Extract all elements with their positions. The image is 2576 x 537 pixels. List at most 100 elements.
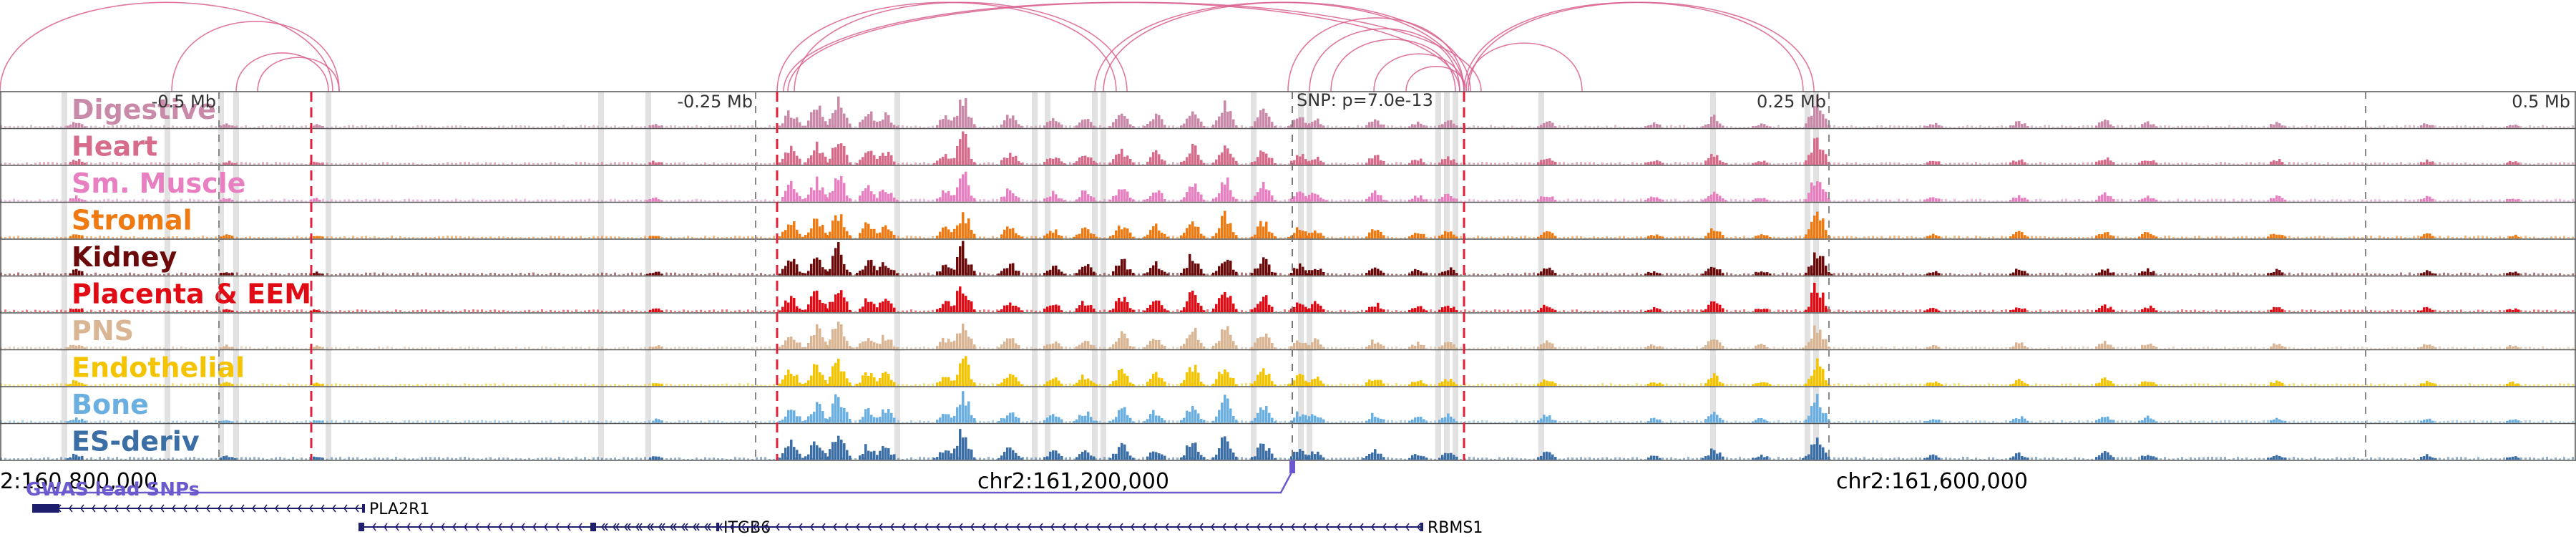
signal-peak (1438, 125, 1441, 128)
signal-peak (1063, 274, 1066, 276)
signal-bar (494, 162, 496, 165)
signal-bar (210, 162, 213, 165)
signal-bar (2374, 273, 2376, 276)
signal-bar (112, 199, 114, 202)
signal-bar (515, 198, 517, 202)
signal-bar (1893, 163, 1896, 165)
signal-bar (1966, 236, 1968, 238)
signal-bar (743, 200, 745, 202)
signal-bar (683, 309, 685, 312)
signal-bar (635, 274, 638, 276)
signal-peak (1322, 272, 1325, 276)
signal-bar (502, 236, 504, 238)
signal-bar (185, 309, 187, 312)
signal-bar (747, 163, 749, 165)
signal-peak (953, 158, 956, 165)
signal-bar (2387, 163, 2389, 165)
signal-bar (13, 126, 15, 128)
signal-bar (631, 310, 633, 312)
signal-peak (879, 191, 882, 202)
signal-peak (870, 150, 873, 165)
signal-bar (425, 125, 427, 128)
signal-bar (507, 237, 509, 238)
signal-peak (1453, 269, 1455, 276)
signal-peak (1813, 252, 1816, 276)
signal-bar (2263, 125, 2265, 128)
signal-peak (864, 222, 867, 238)
signal-peak (876, 198, 879, 202)
signal-bar (331, 311, 333, 312)
signal-bar (2318, 311, 2321, 312)
signal-peak (2104, 159, 2107, 165)
signal-bar (2344, 163, 2346, 165)
signal-bar (1400, 311, 1402, 312)
signal-bar (1996, 125, 1999, 128)
signal-bar (2194, 236, 2196, 238)
signal-bar (1945, 236, 1947, 238)
signal-peak (1760, 123, 1763, 128)
signal-bar (511, 236, 513, 238)
signal-bar (1430, 273, 1432, 276)
signal-bar (442, 309, 444, 312)
signal-bar (34, 163, 36, 165)
signal-bar (326, 310, 328, 312)
signal-peak (2506, 163, 2509, 165)
signal-peak (784, 230, 787, 238)
signal-peak (813, 258, 816, 276)
signal-bar (1211, 274, 1213, 276)
signal-bar (1528, 273, 1531, 276)
signal-bar (64, 162, 67, 165)
signal-bar (1288, 198, 1290, 202)
signal-bar (665, 309, 668, 312)
signal-bar (288, 310, 290, 312)
signal-bar (910, 309, 912, 312)
signal-bar (1880, 310, 1883, 312)
signal-bar (2310, 309, 2312, 312)
signal-peak (1766, 163, 1769, 165)
signal-peak (827, 271, 830, 276)
signal-peak (1224, 184, 1226, 202)
signal-peak (316, 124, 318, 128)
signal-peak (1060, 271, 1063, 276)
signal-peak (959, 178, 962, 202)
signal-bar (335, 200, 337, 202)
signal-peak (1455, 273, 1458, 276)
signal-bar (1176, 200, 1179, 202)
signal-bar (1790, 273, 1792, 276)
signal-bar (1481, 236, 1483, 238)
signal-bar (979, 236, 981, 238)
signal-peak (2144, 198, 2147, 202)
signal-peak (1548, 121, 1551, 128)
signal-bar (1576, 162, 1578, 165)
signal-bar (142, 274, 144, 276)
signal-peak (1224, 261, 1226, 276)
signal-bar (1941, 311, 1943, 312)
signal-bar (1769, 200, 1771, 202)
signal-bar (1700, 309, 1702, 312)
signal-bar (2451, 125, 2454, 128)
signal-bar (610, 163, 612, 165)
signal-bar (2460, 309, 2462, 312)
signal-bar (1361, 273, 1363, 276)
signal-bar (1245, 273, 1247, 276)
signal-bar (103, 199, 105, 202)
signal-bar (1619, 200, 1621, 202)
signal-peak (1149, 121, 1152, 128)
signal-bar (236, 200, 238, 202)
signal-peak (313, 198, 316, 202)
signal-bar (2353, 273, 2355, 276)
signal-peak (1656, 160, 1659, 165)
signal-bar (395, 125, 397, 128)
signal-bar (26, 274, 28, 276)
signal-peak (2426, 195, 2429, 202)
signal-peak (1408, 274, 1411, 276)
signal-bar (399, 310, 401, 312)
signal-bar (1996, 163, 1999, 165)
signal-bar (2134, 125, 2136, 128)
signal-bar (1464, 200, 1466, 202)
signal-peak (1938, 125, 1941, 128)
signal-bar (1511, 273, 1513, 276)
signal-peak (2024, 235, 2026, 238)
signal-bar (1108, 199, 1110, 202)
signal-bar (623, 126, 625, 128)
